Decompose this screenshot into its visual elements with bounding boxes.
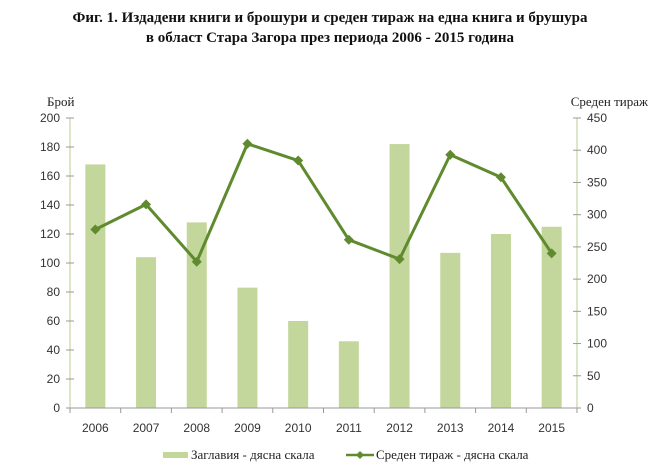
line-point-2006 <box>90 224 101 235</box>
bar-2006 <box>85 164 106 408</box>
right-axis-label: Среден тираж <box>571 94 649 109</box>
x-tick-label: 2012 <box>386 421 413 435</box>
right-tick-label: 250 <box>587 240 607 254</box>
chart-title-line-2: в област Стара Загора през периода 2006 … <box>145 30 515 46</box>
legend-bar-swatch <box>163 452 188 458</box>
x-tick-label: 2011 <box>336 421 362 435</box>
line-point-2009 <box>242 138 253 149</box>
left-tick-label: 20 <box>47 372 61 386</box>
legend-line-marker-icon <box>356 451 364 459</box>
bar-2008 <box>186 222 207 408</box>
bar-2013 <box>440 252 461 408</box>
legend-line-label: Среден тираж - дясна скала <box>376 447 529 462</box>
bar-2015 <box>541 226 562 408</box>
bar-2014 <box>490 234 511 408</box>
left-tick-label: 180 <box>40 140 60 154</box>
x-tick-label: 2010 <box>285 421 312 435</box>
x-tick-label: 2014 <box>488 421 515 435</box>
line-point-2007 <box>141 199 152 210</box>
chart-title-line-1: Фиг. 1. Издадени книги и брошури и среде… <box>72 10 588 26</box>
x-tick-label: 2013 <box>437 421 464 435</box>
bar-2011 <box>338 341 359 408</box>
left-tick-label: 40 <box>47 343 61 357</box>
x-tick-label: 2015 <box>538 421 565 435</box>
line-series <box>94 142 553 264</box>
line-point-2014 <box>495 172 506 183</box>
left-axis-label: Брой <box>47 94 74 109</box>
bar-2010 <box>288 321 309 408</box>
bar-2009 <box>237 287 258 408</box>
right-tick-label: 0 <box>587 401 594 415</box>
left-tick-label: 100 <box>40 256 60 270</box>
right-tick-label: 300 <box>587 208 607 222</box>
legend-bar-label: Заглавия - дясна скала <box>191 447 315 462</box>
line-point-2011 <box>343 234 354 245</box>
x-tick-label: 2006 <box>82 421 109 435</box>
left-tick-label: 140 <box>40 198 60 212</box>
line-point-2008 <box>191 256 202 267</box>
right-tick-label: 350 <box>587 175 607 189</box>
right-tick-label: 100 <box>587 337 607 351</box>
left-tick-label: 120 <box>40 227 60 241</box>
left-tick-label: 200 <box>40 111 60 125</box>
line-point-2012 <box>394 254 405 265</box>
right-tick-label: 50 <box>587 369 601 383</box>
left-tick-label: 60 <box>47 314 61 328</box>
chart-title: Фиг. 1. Издадени книги и брошури и среде… <box>0 8 660 48</box>
line-point-2015 <box>546 248 557 259</box>
left-tick-label: 0 <box>53 401 60 415</box>
line-point-2010 <box>293 155 304 166</box>
left-tick-label: 80 <box>47 285 61 299</box>
right-tick-label: 450 <box>587 111 607 125</box>
right-tick-label: 400 <box>587 143 607 157</box>
bar-2012 <box>389 144 410 408</box>
x-tick-label: 2008 <box>183 421 210 435</box>
right-tick-label: 150 <box>587 304 607 318</box>
right-tick-label: 200 <box>587 272 607 286</box>
line-point-2013 <box>445 149 456 160</box>
bar-2007 <box>136 257 157 408</box>
x-tick-label: 2007 <box>133 421 160 435</box>
x-tick-label: 2009 <box>234 421 261 435</box>
left-tick-label: 160 <box>40 169 60 183</box>
